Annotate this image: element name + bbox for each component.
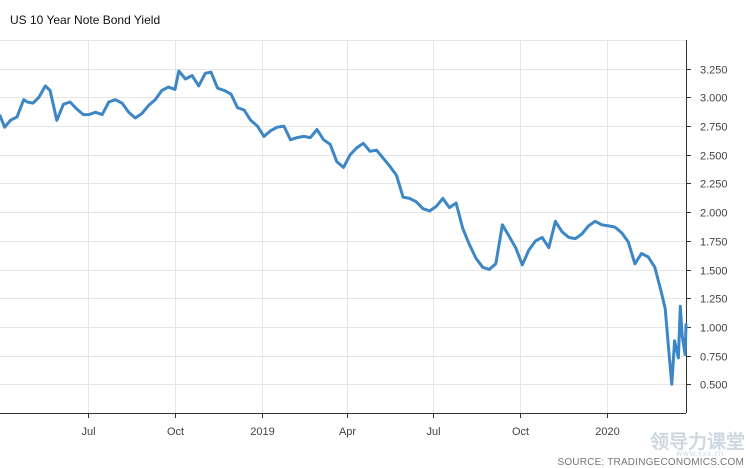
y-tick-label: 1.500 [700,266,728,278]
y-tick-label: 2.750 [700,122,728,134]
y-tick-label: 3.250 [700,65,728,77]
source-label: SOURCE: TRADINGECONOMICS.COM [557,457,744,468]
y-tick-label: 2.250 [700,179,728,191]
chart-title: US 10 Year Note Bond Yield [10,13,161,27]
y-tick-label: 2.000 [700,208,728,220]
x-tick-label: Apr [339,426,356,438]
y-tick-label: 2.500 [700,151,728,163]
x-tick-label: Jul [426,426,440,438]
y-tick-label: 0.750 [700,352,728,364]
series-layer [0,69,688,386]
grid-layer [0,40,686,413]
series-line [0,69,688,386]
y-tick-label: 1.750 [700,237,728,249]
axis-layer [0,40,691,418]
watermark-text: 领导力课堂 [650,430,745,453]
label-layer: 0.500 0.750 1.000 1.250 1.500 1.750 2.000 2.250… [81,65,727,439]
x-tick-label: Jul [81,426,95,438]
x-tick-label: 2020 [595,426,619,438]
y-tick-label: 1.000 [700,323,728,335]
y-tick-label: 3.000 [700,93,728,105]
watermark-subtext: www.xxx.cn [676,449,724,458]
x-tick-label: 2019 [250,426,274,438]
x-tick-label: Oct [167,426,184,438]
y-tick-label: 1.250 [700,294,728,306]
y-tick-label: 0.500 [700,380,728,392]
x-tick-label: Oct [512,426,529,438]
